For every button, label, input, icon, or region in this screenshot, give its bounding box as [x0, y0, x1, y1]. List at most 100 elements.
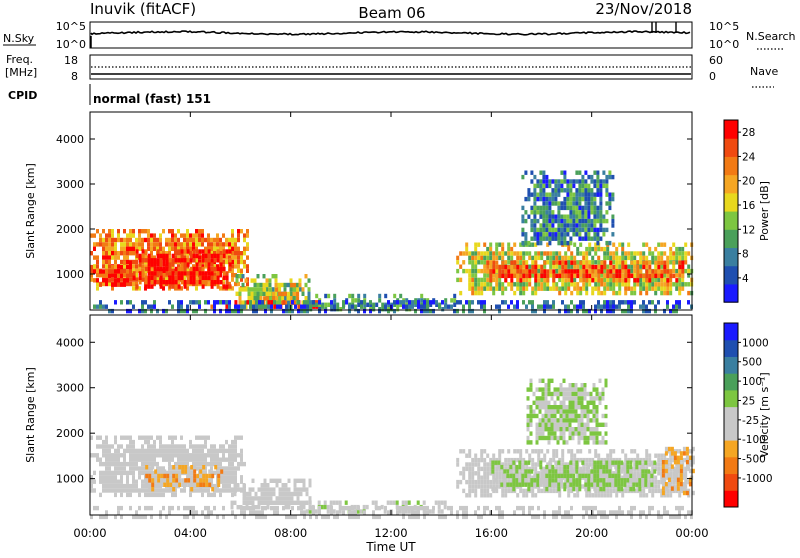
- data-cell: [330, 506, 333, 510]
- data-cell: [465, 454, 468, 458]
- data-cell: [166, 478, 169, 482]
- data-cell: [225, 480, 228, 484]
- data-cell: [195, 242, 198, 246]
- data-cell: [648, 282, 651, 286]
- data-cell: [665, 447, 668, 451]
- data-cell: [459, 251, 462, 255]
- data-cell: [195, 233, 198, 237]
- data-cell: [411, 305, 414, 309]
- data-cell: [477, 300, 480, 304]
- data-cell: [527, 215, 530, 219]
- data-cell: [557, 193, 560, 197]
- data-cell: [129, 436, 132, 440]
- data-cell: [169, 487, 172, 491]
- data-cell: [575, 383, 578, 387]
- data-cell: [558, 510, 561, 514]
- data-cell: [539, 427, 542, 431]
- data-cell: [584, 219, 587, 223]
- data-cell: [552, 510, 555, 514]
- data-cell: [132, 466, 135, 470]
- data-cell: [181, 249, 184, 253]
- data-cell: [549, 305, 552, 309]
- data-cell: [351, 305, 354, 309]
- data-cell: [615, 269, 618, 273]
- data-cell: [123, 229, 126, 233]
- data-cell: [426, 506, 429, 510]
- data-cell: [554, 232, 557, 236]
- data-cell: [584, 193, 587, 197]
- data-cell: [537, 454, 540, 458]
- data-cell: [516, 269, 519, 273]
- data-cell: [552, 489, 555, 493]
- data-cell: [593, 474, 596, 478]
- data-cell: [534, 282, 537, 286]
- data-cell: [147, 305, 150, 309]
- data-cell: [654, 282, 657, 286]
- data-cell: [678, 510, 681, 514]
- data-cell: [302, 292, 305, 296]
- data-cell: [551, 197, 554, 201]
- data-cell: [554, 228, 557, 232]
- data-cell: [513, 261, 516, 265]
- data-cell: [199, 478, 202, 482]
- data-cell: [533, 409, 536, 413]
- data-cell: [138, 506, 141, 510]
- data-cell: [465, 269, 468, 273]
- data-cell: [246, 501, 249, 505]
- data-cell: [408, 300, 411, 304]
- data-cell: [570, 454, 573, 458]
- y-tick-label: 2000: [56, 223, 84, 236]
- data-cell: [663, 282, 666, 286]
- data-cell: [168, 247, 171, 251]
- data-cell: [160, 262, 163, 266]
- data-cell: [160, 483, 163, 487]
- data-cell: [542, 232, 545, 236]
- data-cell: [285, 483, 288, 487]
- data-cell: [260, 292, 263, 296]
- data-cell: [195, 453, 198, 457]
- data-cell: [108, 480, 111, 484]
- data-cell: [527, 387, 530, 391]
- data-cell: [519, 449, 522, 453]
- data-cell: [569, 392, 572, 396]
- data-cell: [294, 479, 297, 483]
- data-cell: [441, 300, 444, 304]
- data-cell: [148, 258, 151, 262]
- data-cell: [671, 486, 674, 490]
- data-cell: [102, 484, 105, 488]
- data-cell: [129, 506, 132, 510]
- data-cell: [569, 414, 572, 418]
- data-cell: [516, 274, 519, 278]
- data-cell: [566, 427, 569, 431]
- data-cell: [569, 219, 572, 223]
- data-cell: [569, 409, 572, 413]
- data-cell: [111, 229, 114, 233]
- data-cell: [542, 387, 545, 391]
- data-cell: [114, 475, 117, 479]
- data-cell: [163, 262, 166, 266]
- data-cell: [675, 269, 678, 273]
- data-cell: [105, 255, 108, 259]
- data-cell: [135, 510, 138, 514]
- data-cell: [214, 267, 217, 271]
- data-cell: [219, 458, 222, 462]
- data-cell: [572, 197, 575, 201]
- data-cell: [548, 206, 551, 210]
- data-cell: [195, 488, 198, 492]
- data-cell: [477, 278, 480, 282]
- data-cell: [672, 251, 675, 255]
- data-cell: [308, 296, 311, 300]
- data-cell: [348, 506, 351, 510]
- data-cell: [563, 179, 566, 183]
- data-cell: [552, 305, 555, 309]
- data-cell: [477, 506, 480, 510]
- data-cell: [147, 242, 150, 246]
- data-cell: [545, 465, 548, 469]
- data-cell: [468, 273, 471, 277]
- data-cell: [519, 260, 522, 264]
- data-cell: [254, 287, 257, 291]
- data-cell: [441, 501, 444, 505]
- data-cell: [618, 506, 621, 510]
- data-cell: [492, 287, 495, 291]
- data-cell: [243, 501, 246, 505]
